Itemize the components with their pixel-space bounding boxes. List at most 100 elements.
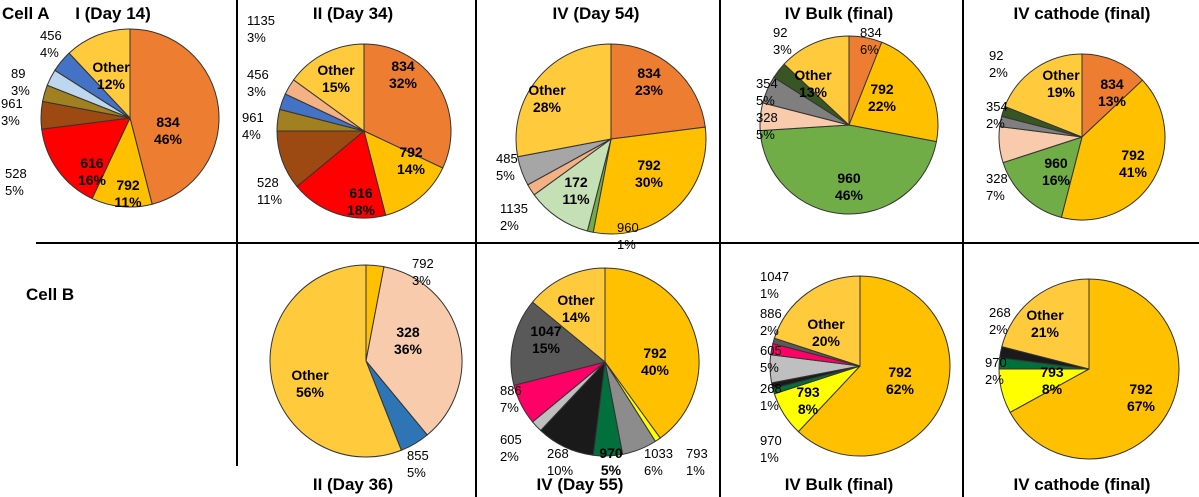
slice-label-a1-528: 528 5% bbox=[5, 166, 27, 198]
slice-label-a2-other: Other 15% bbox=[317, 62, 355, 95]
pie-slice-a4-792 bbox=[848, 41, 939, 143]
pie-slice-a2-834 bbox=[363, 43, 452, 169]
title-b4: IV Bulk (final) bbox=[784, 475, 894, 494]
pie-slice-b4-other bbox=[773, 275, 861, 367]
pie-slice-a5-960 bbox=[1002, 136, 1083, 219]
slice-label-a2-961: 961 4% bbox=[242, 110, 264, 142]
slice-label-a2-528: 528 11% bbox=[257, 175, 282, 207]
slice-label-a2-834: 834 32% bbox=[389, 58, 418, 91]
slice-label-a1-834: 834 46% bbox=[154, 114, 183, 147]
slice-label-b4-793: 793 8% bbox=[796, 384, 820, 417]
slice-label-a2-792: 792 14% bbox=[397, 144, 426, 177]
title-b5: IV cathode (final) bbox=[1013, 475, 1151, 494]
slice-label-b3-other: Other 14% bbox=[557, 292, 595, 325]
slice-label-b4-other: Other 20% bbox=[807, 316, 845, 349]
pie-slice-a3-792 bbox=[592, 126, 707, 235]
slice-label-a2-1135: 1135 3% bbox=[247, 13, 275, 45]
slice-label-a5-834: 834 13% bbox=[1098, 76, 1127, 109]
slice-label-a1-other: Other 12% bbox=[92, 59, 130, 92]
divider-vertical-1 bbox=[236, 0, 238, 466]
slice-label-a1-89: 89 3% bbox=[11, 66, 30, 98]
title-a3: IV (Day 54) bbox=[552, 4, 640, 23]
slice-label-a1-616: 616 16% bbox=[78, 155, 107, 188]
slice-label-a5-792: 792 41% bbox=[1119, 147, 1148, 180]
pie-slice-a4-other bbox=[783, 35, 850, 127]
pie-slice-a5-834 bbox=[1081, 53, 1144, 139]
slice-label-a5-other: Other 19% bbox=[1042, 67, 1080, 100]
slice-label-a3-960: 960 1% bbox=[617, 220, 639, 252]
slice-label-a4-other: Other 13% bbox=[794, 67, 832, 100]
slice-label-b3-792: 792 40% bbox=[641, 345, 670, 378]
slice-label-a5-354: 354 2% bbox=[986, 99, 1008, 131]
slice-label-a5-328: 328 7% bbox=[986, 171, 1008, 203]
pie-slice-b2-328 bbox=[365, 266, 463, 436]
slice-label-a1-792: 792 11% bbox=[114, 177, 142, 210]
title-a1: I (Day 14) bbox=[75, 4, 151, 23]
slice-label-a4-834: 834 6% bbox=[860, 25, 882, 57]
divider-vertical-4 bbox=[962, 0, 964, 497]
pie-slice-a1-616 bbox=[41, 117, 131, 200]
slice-label-a3-792: 792 30% bbox=[635, 157, 664, 190]
pie-slice-a2-792 bbox=[363, 130, 444, 216]
pie-slice-a5-792 bbox=[1060, 79, 1166, 221]
slice-label-a4-960: 960 46% bbox=[835, 170, 864, 203]
slice-label-b2-855: 855 5% bbox=[407, 448, 429, 480]
pie-slice-a2-616 bbox=[296, 130, 387, 219]
divider-horizontal bbox=[36, 242, 1199, 244]
title-a5: IV cathode (final) bbox=[1013, 4, 1151, 23]
title-b2: II (Day 36) bbox=[312, 475, 394, 494]
slice-label-b4-268: 268 1% bbox=[760, 381, 782, 413]
slice-label-a3-1135: 1135 2% bbox=[500, 201, 528, 233]
slice-label-b2-other: Other 56% bbox=[291, 367, 329, 400]
pie-slice-a5-other bbox=[1004, 53, 1083, 138]
slice-label-b4-1047: 1047 1% bbox=[760, 269, 789, 301]
slice-label-a4-92: 92 3% bbox=[773, 25, 792, 57]
title-b3: IV (Day 55) bbox=[536, 475, 624, 494]
slice-label-b5-792: 792 67% bbox=[1127, 381, 1156, 414]
slice-label-b4-970: 970 1% bbox=[760, 433, 782, 465]
divider-vertical-2 bbox=[475, 0, 477, 497]
slice-label-a3-834: 834 23% bbox=[635, 65, 664, 98]
slice-label-b5-793: 793 8% bbox=[1040, 364, 1064, 397]
pie-slice-b3-other bbox=[531, 267, 606, 364]
title-a2: II (Day 34) bbox=[312, 4, 394, 23]
title-a4: IV Bulk (final) bbox=[784, 4, 894, 23]
pie-slice-b3-792 bbox=[604, 267, 700, 439]
pie-slice-a4-960 bbox=[759, 124, 938, 215]
pie-slice-a1-other bbox=[68, 28, 131, 120]
slice-label-b2-328: 328 36% bbox=[394, 324, 423, 357]
slice-label-b4-792: 792 62% bbox=[886, 364, 915, 397]
slice-label-b2-792: 792 3% bbox=[412, 256, 434, 288]
slice-label-b3-970: 970 5% bbox=[599, 445, 623, 478]
divider-vertical-3 bbox=[719, 0, 721, 497]
slice-label-a5-92: 92 2% bbox=[989, 48, 1008, 80]
slice-label-a4-328: 328 5% bbox=[756, 110, 778, 142]
pie-slice-a3-834 bbox=[610, 43, 706, 140]
pie-slice-b3-1047 bbox=[510, 301, 607, 386]
pie-slice-a3-172 bbox=[533, 137, 612, 232]
slice-label-a3-485: 485 5% bbox=[496, 151, 518, 183]
slice-label-b5-970: 970 2% bbox=[985, 355, 1007, 387]
slice-label-b3-886: 886 7% bbox=[500, 383, 522, 415]
slice-label-b4-605: 605 5% bbox=[760, 343, 782, 375]
pie-slice-a1-834 bbox=[129, 28, 220, 205]
slice-label-a2-456: 456 3% bbox=[247, 67, 269, 99]
slice-label-b4-886: 886 2% bbox=[760, 306, 782, 338]
slice-label-a5-960: 960 16% bbox=[1042, 155, 1071, 188]
slice-label-a3-172: 172 11% bbox=[562, 174, 590, 207]
slice-label-b3-793: 793 1% bbox=[686, 446, 708, 478]
slice-label-b3-1047: 1047 15% bbox=[530, 323, 561, 356]
slice-label-a4-354: 354 5% bbox=[756, 76, 778, 108]
slice-label-a3-other: Other 28% bbox=[528, 82, 566, 115]
pie-slice-a2-other bbox=[292, 43, 365, 132]
slice-label-b3-268: 268 10% bbox=[547, 446, 573, 478]
